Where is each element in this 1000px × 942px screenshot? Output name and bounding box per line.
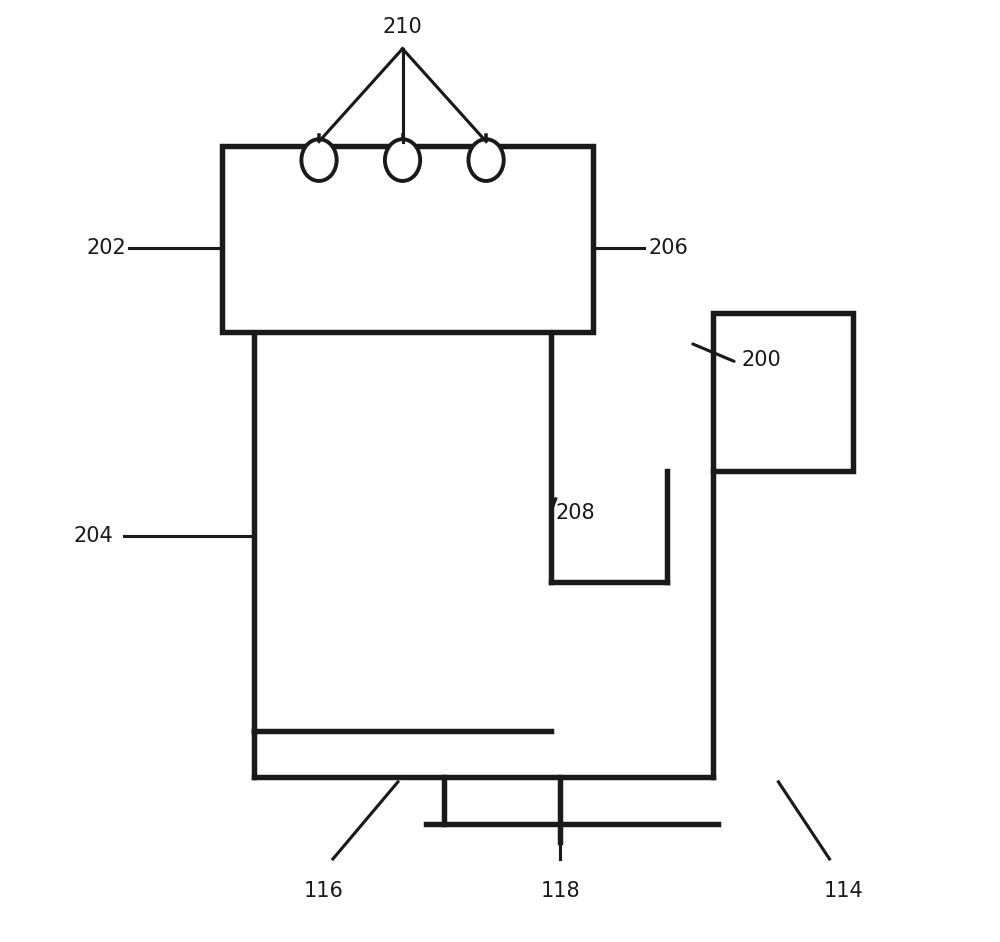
Bar [222,146,593,332]
Text: 116: 116 [304,881,344,901]
Ellipse shape [468,139,504,181]
Ellipse shape [301,139,337,181]
Bar [713,314,853,471]
Text: 118: 118 [541,881,580,901]
Text: 202: 202 [87,238,127,258]
Ellipse shape [385,139,420,181]
Text: 204: 204 [73,526,113,546]
Text: 114: 114 [824,881,863,901]
Text: 206: 206 [648,238,688,258]
Text: 208: 208 [556,503,595,523]
Text: 200: 200 [741,349,781,369]
Text: 210: 210 [383,17,422,37]
